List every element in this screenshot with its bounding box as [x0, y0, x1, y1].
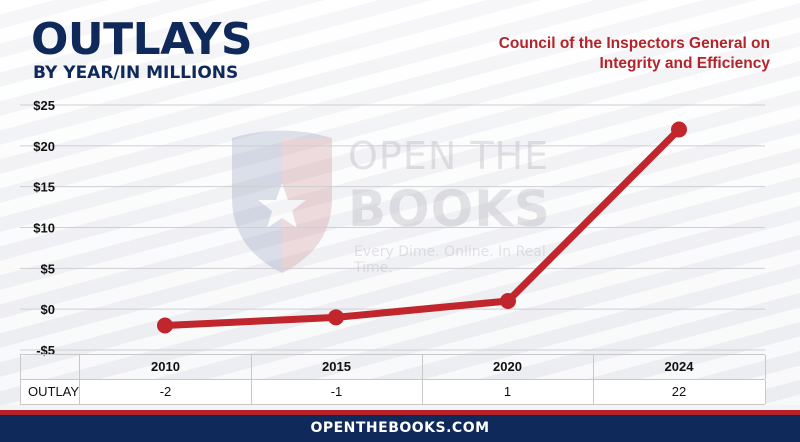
data-point: [500, 293, 516, 309]
footer-site-link[interactable]: OPENTHEBOOKS.COM: [310, 420, 490, 436]
footer-bar: OPENTHEBOOKS.COM: [0, 415, 800, 442]
table-header-cell: 2024: [593, 355, 766, 379]
data-point: [671, 121, 687, 138]
background: [0, 0, 800, 405]
chart-subtitle: BY YEAR/IN MILLIONS: [33, 63, 239, 83]
data-table: 2010 2015 2020 2024 OUTLAY -2 -1 1 22: [20, 354, 766, 405]
y-tick-label: $15: [33, 180, 55, 195]
table-value-cell: -2: [80, 380, 252, 404]
watermark-line-1: OPEN THE: [348, 134, 550, 178]
table-header-row: 2010 2015 2020 2024: [20, 355, 766, 380]
table-header-cell: 2015: [251, 355, 423, 379]
shield-logo-icon: [232, 130, 332, 273]
y-tick-label: $25: [33, 98, 55, 113]
y-tick-label: $20: [33, 139, 55, 154]
agency-name: Council of the Inspectors General on Int…: [470, 34, 770, 74]
chart-title: OUTLAYS: [31, 14, 253, 65]
watermark-line-2: BOOKS: [348, 180, 551, 238]
open-the-books-watermark: OPEN THE BOOKS Every Dime. Online. In Re…: [222, 128, 582, 278]
y-tick-label: $0: [41, 302, 55, 317]
line-chart: -$5$0$5$10$15$20$25: [20, 98, 765, 358]
y-tick-label: $5: [41, 261, 55, 276]
table-row-label: OUTLAY: [20, 380, 80, 404]
table-corner-cell: [20, 355, 80, 379]
table-header-cell: 2010: [80, 355, 252, 379]
series-line: [161, 126, 683, 329]
agency-line-2: Integrity and Efficiency: [599, 55, 770, 72]
watermark-tagline: Every Dime. Online. In Real Time.: [354, 244, 546, 276]
y-tick-label: $10: [33, 221, 55, 236]
table-header-cell: 2020: [422, 355, 594, 379]
agency-line-1: Council of the Inspectors General on: [498, 35, 770, 52]
table-value-cell: -1: [251, 380, 423, 404]
footer-accent-bar: [0, 410, 800, 415]
table-value-cell: 22: [593, 380, 766, 404]
table-value-cell: 1: [422, 380, 594, 404]
data-point: [157, 317, 173, 334]
table-row: OUTLAY -2 -1 1 22: [20, 380, 766, 405]
data-point: [328, 309, 344, 326]
